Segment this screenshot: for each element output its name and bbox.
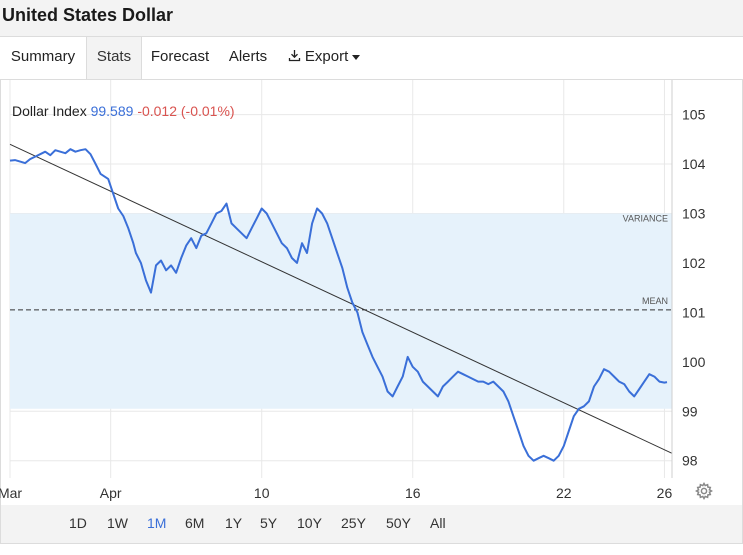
title-bar: United States Dollar xyxy=(0,0,743,37)
tab-export[interactable]: Export xyxy=(277,37,371,79)
legend-value: 99.589 xyxy=(90,103,134,119)
y-tick-label: 100 xyxy=(682,354,706,370)
legend-change: -0.012 (-0.01%) xyxy=(137,103,235,119)
tab-summary[interactable]: Summary xyxy=(0,37,86,79)
tab-stats[interactable]: Stats xyxy=(86,37,142,79)
y-tick-label: 104 xyxy=(682,156,706,172)
tab-alerts[interactable]: Alerts xyxy=(219,37,277,79)
chart-legend: Dollar Index 99.589 -0.012 (-0.01%) xyxy=(12,103,235,119)
series-layer xyxy=(9,143,673,462)
tab-label: Export xyxy=(304,48,349,65)
range-50y[interactable]: 50Y xyxy=(386,515,411,531)
y-tick-label: 101 xyxy=(682,304,706,320)
legend-name: Dollar Index xyxy=(12,103,87,119)
download-icon xyxy=(288,50,300,62)
y-tick-label: 103 xyxy=(682,205,706,221)
tab-label: Forecast xyxy=(150,48,210,65)
range-bar: 1D 1W 1M 6M 1Y 5Y 10Y 25Y 50Y All xyxy=(0,505,743,544)
tab-label: Stats xyxy=(96,48,132,65)
variance-band-rect xyxy=(10,213,672,409)
tab-label: Alerts xyxy=(228,48,268,65)
mean-label: MEAN xyxy=(642,296,668,306)
range-1m[interactable]: 1M xyxy=(147,515,167,531)
x-tick-label: Apr xyxy=(100,485,122,501)
page-title: United States Dollar xyxy=(2,5,174,25)
x-tick-label: 22 xyxy=(556,485,572,501)
price-chart: VARIANCE MEAN 98 99 100 101 102 103 104 105 Mar Ap… xyxy=(0,80,706,501)
tab-bar: Summary Stats Forecast Alerts Export xyxy=(0,37,743,80)
tab-forecast[interactable]: Forecast xyxy=(141,37,219,79)
axis-labels: 98 99 100 101 102 103 104 105 Mar Apr 10 16 22 26 xyxy=(0,107,706,501)
range-1d[interactable]: 1D xyxy=(69,515,87,531)
range-1w[interactable]: 1W xyxy=(107,515,128,531)
variance-label: VARIANCE xyxy=(623,213,668,223)
range-10y[interactable]: 10Y xyxy=(297,515,322,531)
trend-line xyxy=(9,143,673,454)
range-5y[interactable]: 5Y xyxy=(260,515,278,531)
chevron-down-icon xyxy=(352,54,361,60)
y-tick-label: 102 xyxy=(682,255,706,271)
range-6m[interactable]: 6M xyxy=(185,515,205,531)
gear-icon[interactable] xyxy=(695,482,713,500)
variance-band: VARIANCE MEAN xyxy=(10,213,672,409)
x-tick-label: 26 xyxy=(657,485,673,501)
x-tick-label: Mar xyxy=(0,485,22,501)
range-all[interactable]: All xyxy=(430,515,446,531)
y-tick-label: 105 xyxy=(682,107,706,123)
range-1y[interactable]: 1Y xyxy=(225,515,243,531)
range-25y[interactable]: 25Y xyxy=(341,515,366,531)
dollar-index-line xyxy=(9,148,668,462)
x-tick-label: 10 xyxy=(254,485,270,501)
y-tick-label: 99 xyxy=(682,403,698,419)
tab-label: Summary xyxy=(10,48,76,65)
y-tick-label: 98 xyxy=(682,453,698,469)
x-tick-label: 16 xyxy=(405,485,421,501)
